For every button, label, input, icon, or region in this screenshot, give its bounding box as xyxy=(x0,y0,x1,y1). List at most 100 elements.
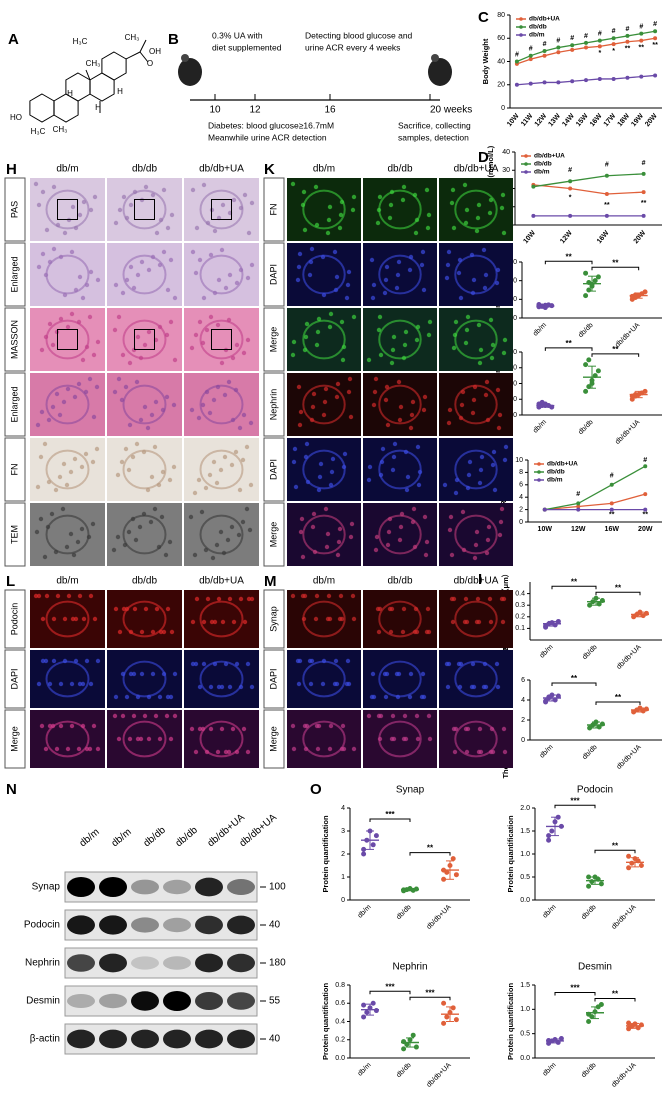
glomerulus xyxy=(122,514,167,555)
glomerulus xyxy=(302,319,346,360)
glomerulus xyxy=(45,660,90,698)
roi-box xyxy=(211,199,232,220)
glomerulus xyxy=(302,720,346,758)
y-tick-label: 1.5 xyxy=(520,828,530,835)
row-label-box xyxy=(263,372,285,437)
y-tick-label: 8 xyxy=(519,469,523,476)
chart-title: Synap xyxy=(396,785,425,796)
cell xyxy=(367,464,373,470)
data-point xyxy=(643,464,648,469)
cell xyxy=(80,295,86,301)
cell xyxy=(476,322,482,328)
data-point xyxy=(609,507,614,512)
micrograph xyxy=(30,438,105,501)
annotation: # xyxy=(570,35,574,42)
glomerulus xyxy=(302,189,346,230)
cell xyxy=(348,534,354,540)
cell xyxy=(344,295,350,301)
data-point xyxy=(641,171,646,176)
cell xyxy=(91,352,97,358)
cell xyxy=(427,736,433,742)
cell xyxy=(84,658,90,664)
lane-label: db/db xyxy=(174,825,201,850)
cell xyxy=(150,629,156,635)
cell xyxy=(328,723,334,729)
timeline-text: Sacrifice, collecting xyxy=(398,120,471,130)
data-point xyxy=(576,501,581,506)
column-header: db/db+UA xyxy=(454,164,499,175)
series-line xyxy=(544,465,646,511)
cell xyxy=(389,360,395,366)
kda-label: 180 xyxy=(269,958,286,969)
significance-label: *** xyxy=(570,984,580,993)
data-point xyxy=(604,213,609,218)
significance-bracket xyxy=(369,990,411,995)
cell xyxy=(290,593,296,599)
cell xyxy=(314,723,320,729)
cell xyxy=(452,749,458,755)
blot-strip xyxy=(64,871,258,903)
cell xyxy=(389,736,395,742)
cell xyxy=(290,352,296,358)
cell xyxy=(402,342,408,348)
cell xyxy=(188,514,194,520)
cell xyxy=(499,205,505,211)
ring xyxy=(53,93,79,123)
chart-title: Desmin xyxy=(578,962,612,973)
cell xyxy=(304,441,310,447)
cell xyxy=(382,290,388,296)
y-tick-label: 10 xyxy=(515,457,523,464)
kda-label: 40 xyxy=(269,920,281,931)
cell xyxy=(421,287,427,293)
cell xyxy=(456,270,462,276)
data-point xyxy=(546,833,552,839)
glomerulus xyxy=(122,189,167,230)
row-label-box xyxy=(4,242,26,307)
cell xyxy=(53,487,59,493)
band xyxy=(227,992,255,1010)
micrograph xyxy=(287,178,361,241)
cell xyxy=(249,684,255,690)
row-label: DAPI xyxy=(268,264,278,285)
data-point xyxy=(592,278,598,284)
cell xyxy=(150,671,156,677)
micrograph xyxy=(287,438,361,501)
cell xyxy=(189,407,195,413)
cell xyxy=(413,230,419,236)
cell xyxy=(150,192,156,198)
cell xyxy=(427,319,433,325)
cell xyxy=(216,277,222,283)
cell xyxy=(231,197,237,203)
cell xyxy=(499,506,505,512)
data-point xyxy=(542,53,547,58)
cell xyxy=(351,314,357,320)
row-label-box xyxy=(263,307,285,372)
cell xyxy=(88,681,94,687)
cell xyxy=(324,544,330,550)
cell xyxy=(390,467,396,473)
cell xyxy=(219,247,225,253)
legend-label: db/m xyxy=(534,169,550,176)
cell xyxy=(375,220,381,226)
timeline-text: Meanwhile urine ACR detection xyxy=(208,132,327,142)
cell xyxy=(376,327,382,333)
cell xyxy=(400,629,406,635)
cell xyxy=(149,412,155,418)
annotation: # xyxy=(610,472,614,479)
cell xyxy=(420,249,426,255)
glomerulus xyxy=(122,449,167,490)
cell xyxy=(290,181,296,187)
cell xyxy=(133,537,139,543)
cell xyxy=(297,251,303,257)
cell xyxy=(203,485,209,491)
micrograph xyxy=(363,308,437,371)
data-point xyxy=(514,59,519,64)
cell xyxy=(95,277,101,283)
cell xyxy=(146,736,152,742)
row-label: DAPI xyxy=(268,459,278,480)
band xyxy=(195,953,223,973)
cell xyxy=(425,606,431,612)
mouse-ear xyxy=(181,54,189,62)
y-tick-label: 60 xyxy=(497,35,505,42)
data-point xyxy=(643,492,648,497)
